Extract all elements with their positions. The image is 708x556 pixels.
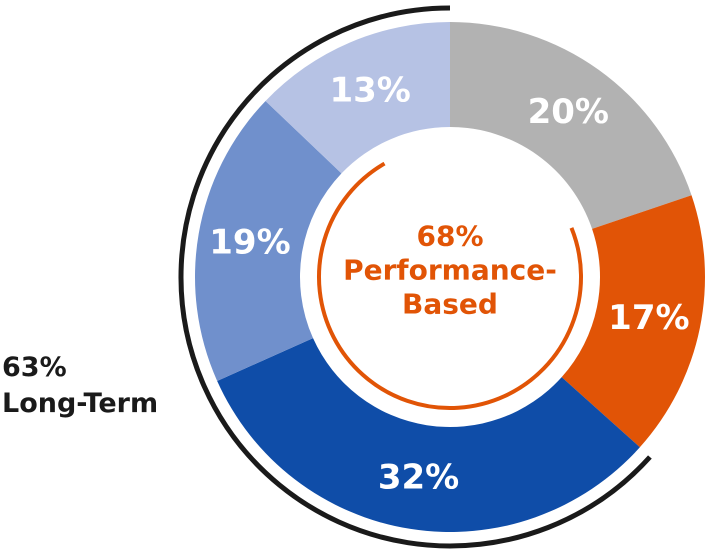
slice-label-1: 20% (528, 92, 609, 132)
performance-percent: 68% (416, 220, 483, 253)
long-term-percent: 63% (2, 352, 67, 383)
slice-32 (217, 338, 640, 532)
slice-label-2: 17% (608, 298, 689, 338)
slice-label-4: 19% (209, 222, 290, 262)
slice-17 (561, 195, 705, 448)
slice-19 (195, 100, 342, 381)
donut-slices (195, 22, 705, 532)
slice-13 (265, 22, 450, 174)
slice-label-3: 32% (378, 458, 459, 498)
performance-label-line1: Performance- (343, 254, 557, 287)
slice-20 (450, 22, 692, 229)
long-term-bracket-arc (178, 5, 652, 549)
long-term-label: Long-Term (2, 388, 158, 419)
performance-label-line2: Based (402, 288, 498, 321)
performance-bracket-arc (317, 161, 583, 410)
slice-label-5: 13% (329, 70, 410, 110)
slice-labels: 20% 17% 32% 19% 13% (209, 70, 689, 497)
